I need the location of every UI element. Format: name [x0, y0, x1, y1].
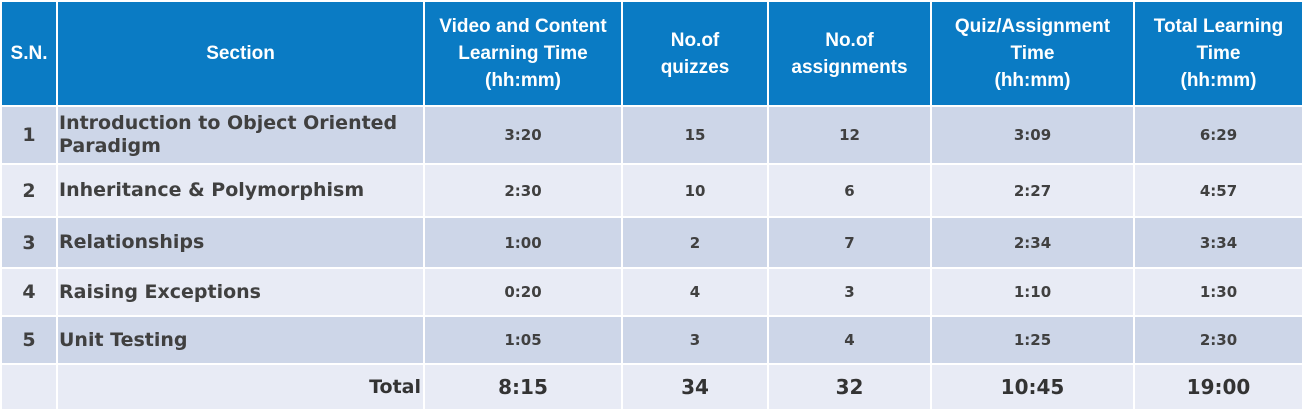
cell-quizzes: 15 — [621, 105, 769, 165]
cell-video-time: 2:30 — [423, 163, 623, 218]
total-quiz-time: 10:45 — [930, 363, 1135, 411]
cell-assignments: 4 — [767, 315, 932, 365]
cell-total-time: 2:30 — [1133, 315, 1302, 365]
header-video-time: Video and Content Learning Time (hh:mm) — [423, 0, 623, 107]
cell-total-time: 6:29 — [1133, 105, 1302, 165]
header-assignments: No.of assignments — [767, 0, 932, 107]
cell-sn: 1 — [0, 105, 58, 165]
header-quiz-time-line1: Quiz/Assignment — [954, 16, 1111, 37]
header-total-time-line1: Total Learning — [1153, 16, 1284, 37]
header-total-time-line2: Time — [1196, 43, 1241, 64]
cell-section: Unit Testing — [56, 315, 425, 365]
header-quizzes: No.of quizzes — [621, 0, 769, 107]
cell-section: Introduction to Object Oriented Paradigm — [56, 105, 425, 165]
header-sn-label: S.N. — [10, 43, 48, 64]
total-quizzes: 34 — [621, 363, 769, 411]
cell-quiz-time: 3:09 — [930, 105, 1135, 165]
cell-assignments: 6 — [767, 163, 932, 218]
cell-quizzes: 3 — [621, 315, 769, 365]
header-video-line3: (hh:mm) — [485, 70, 561, 91]
header-section: Section — [56, 0, 425, 107]
cell-quizzes: 2 — [621, 216, 769, 269]
cell-section: Relationships — [56, 216, 425, 269]
cell-total-time: 4:57 — [1133, 163, 1302, 218]
cell-section: Raising Exceptions — [56, 267, 425, 317]
total-assignments: 32 — [767, 363, 932, 411]
cell-video-time: 1:00 — [423, 216, 623, 269]
header-row: S.N. Section Video and Content Learning … — [0, 0, 1302, 107]
table-row: 3 Relationships 1:00 2 7 2:34 3:34 — [0, 216, 1302, 269]
cell-quizzes: 10 — [621, 163, 769, 218]
header-total-time: Total Learning Time (hh:mm) — [1133, 0, 1302, 107]
header-quizzes-line1: No.of — [670, 29, 720, 51]
cell-quiz-time: 1:10 — [930, 267, 1135, 317]
cell-assignments: 7 — [767, 216, 932, 269]
cell-total-time: 3:34 — [1133, 216, 1302, 269]
cell-quiz-time: 2:34 — [930, 216, 1135, 269]
cell-sn: 4 — [0, 267, 58, 317]
header-quizzes-line2: quizzes — [660, 56, 730, 78]
cell-quiz-time: 2:27 — [930, 163, 1135, 218]
cell-quizzes: 4 — [621, 267, 769, 317]
table-row: 1 Introduction to Object Oriented Paradi… — [0, 105, 1302, 165]
cell-video-time: 0:20 — [423, 267, 623, 317]
cell-assignments: 3 — [767, 267, 932, 317]
cell-video-time: 3:20 — [423, 105, 623, 165]
cell-total-empty — [0, 363, 58, 411]
header-quiz-time: Quiz/Assignment Time (hh:mm) — [930, 0, 1135, 107]
header-total-time-line3: (hh:mm) — [1180, 70, 1257, 91]
table-row: 4 Raising Exceptions 0:20 4 3 1:10 1:30 — [0, 267, 1302, 317]
cell-video-time: 1:05 — [423, 315, 623, 365]
table-row: 2 Inheritance & Polymorphism 2:30 10 6 2… — [0, 163, 1302, 218]
cell-quiz-time: 1:25 — [930, 315, 1135, 365]
total-label: Total — [56, 363, 425, 411]
cell-sn: 2 — [0, 163, 58, 218]
header-video-line1: Video and Content — [439, 16, 607, 37]
header-assignments-line1: No.of — [825, 29, 874, 51]
table-row: 5 Unit Testing 1:05 3 4 1:25 2:30 — [0, 315, 1302, 365]
cell-sn: 3 — [0, 216, 58, 269]
total-row: Total 8:15 34 32 10:45 19:00 — [0, 363, 1302, 411]
header-quiz-time-line2: Time — [1010, 43, 1055, 64]
header-section-label: Section — [206, 43, 275, 64]
header-quiz-time-line3: (hh:mm) — [994, 70, 1071, 91]
cell-sn: 5 — [0, 315, 58, 365]
cell-total-time: 1:30 — [1133, 267, 1302, 317]
total-learning-time: 19:00 — [1133, 363, 1302, 411]
cell-section: Inheritance & Polymorphism — [56, 163, 425, 218]
total-video-time: 8:15 — [423, 363, 623, 411]
header-assignments-line2: assignments — [791, 56, 908, 78]
cell-assignments: 12 — [767, 105, 932, 165]
header-sn: S.N. — [0, 0, 58, 107]
header-video-line2: Learning Time — [458, 43, 588, 64]
